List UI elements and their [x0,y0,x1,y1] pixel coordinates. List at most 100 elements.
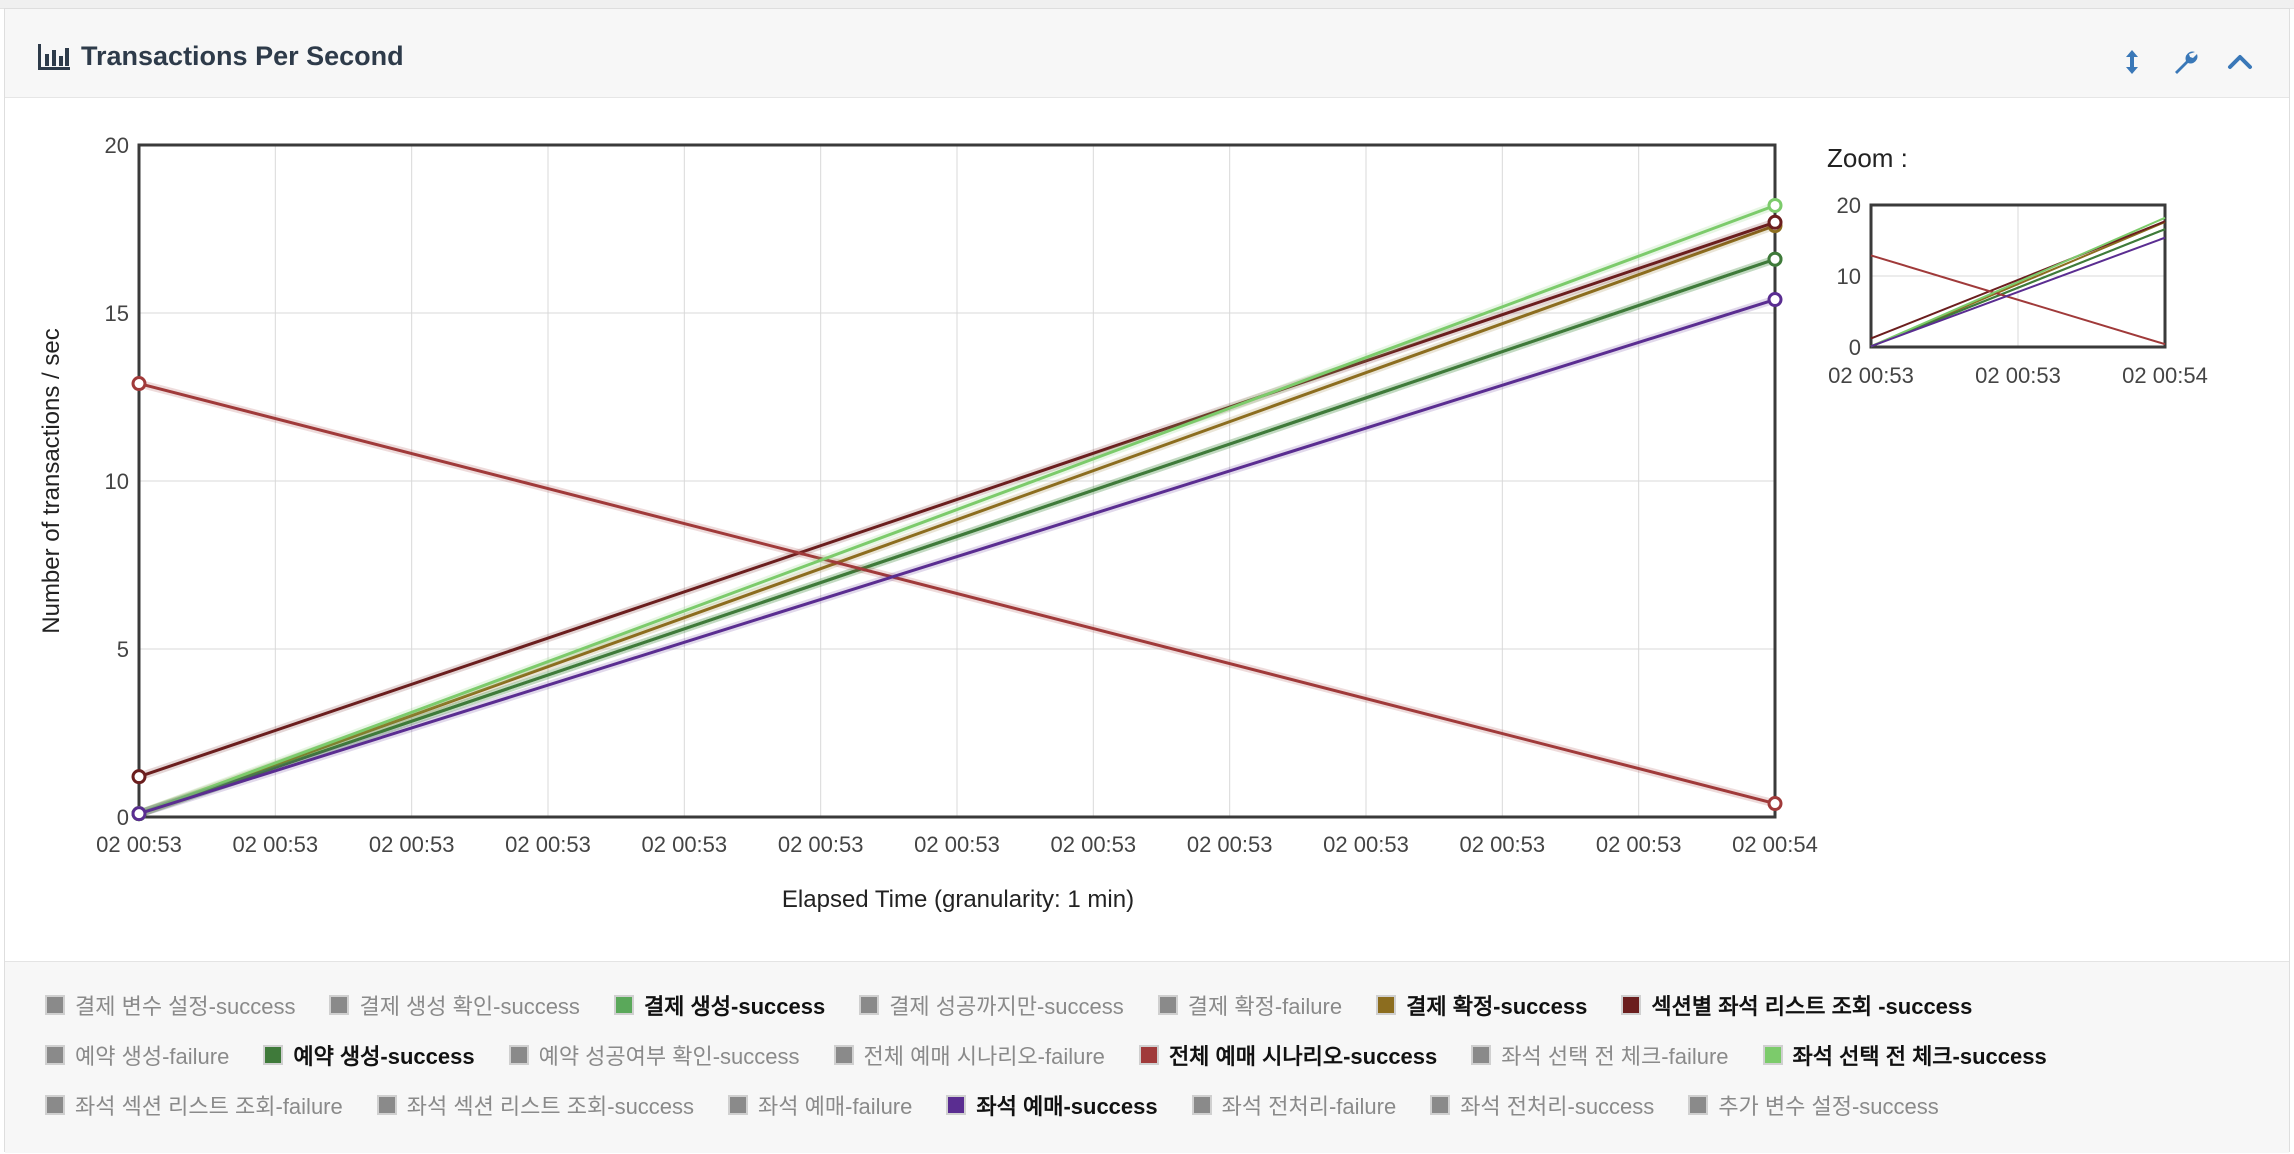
wrench-icon[interactable] [2173,49,2199,75]
legend-label: 좌석 예매-success [976,1094,1158,1119]
legend-item[interactable]: 좌석 선택 전 체크-success [1762,1039,2047,1071]
x-tick-label: 02 00:53 [642,832,728,857]
panel-title: Transactions Per Second [37,41,404,72]
zoom-series-line [1870,236,2166,348]
legend-label: 결제 성공까지만-success [889,994,1124,1019]
x-axis-label: Elapsed Time (granularity: 1 min) [782,886,1134,913]
x-tick-label: 02 00:53 [1323,832,1409,857]
legend-label: 좌석 섹션 리스트 조회-failure [75,1094,343,1119]
y-axis-label: Number of transactions / sec [38,328,65,633]
plot-frame [137,143,1777,819]
legend-item[interactable]: 예약 성공여부 확인-success [508,1039,800,1071]
zoom-y-tick-label: 0 [1849,335,1861,360]
legend-item[interactable]: 전체 예매 시나리오-failure [833,1039,1105,1071]
legend-label: 좌석 전처리-success [1460,1094,1655,1119]
zoom-series-line [1870,254,2166,346]
legend-swatch [1157,995,1178,1015]
legend-item[interactable]: 추가 변수 설정-success [1688,1089,1939,1121]
zoom-x-tick-label: 02 00:54 [2122,363,2208,388]
legend-row: 결제 변수 설정-success 결제 생성 확인-success 결제 생성-su… [45,980,2289,1030]
legend-row: 예약 생성-failure 예약 생성-success 예약 성공여부 확인-suc… [45,1030,2289,1080]
legend-item[interactable]: 전체 예매 시나리오-success [1138,1039,1438,1071]
legend-item[interactable]: 결제 성공까지만-success [859,989,1124,1021]
zoom-series-line [1870,220,2166,340]
legend-item[interactable]: 좌석 전처리-failure [1191,1089,1396,1121]
legend-item[interactable]: 좌석 예매-failure [728,1089,912,1121]
legend-item[interactable]: 좌석 섹션 리스트 조회-failure [45,1089,343,1121]
x-tick-label: 02 00:53 [778,832,864,857]
legend-item[interactable]: 결제 확정-failure [1157,989,1343,1021]
legend-label: 좌석 선택 전 체크-success [1792,1044,2047,1069]
legend-swatch [1430,1095,1451,1115]
legend-swatch [1762,1045,1783,1065]
zoom-title: Zoom : [1827,143,1908,173]
legend-swatch [45,1045,65,1065]
y-tick-label: 15 [105,301,129,326]
legend-item[interactable]: 좌석 섹션 리스트 조회-success [376,1089,695,1121]
data-point [1767,197,1783,213]
zoom-y-tick-label: 10 [1837,264,1861,289]
legend-item[interactable]: 결제 확정-success [1376,989,1587,1021]
series-line [138,224,1776,816]
y-tick-label: 0 [117,805,129,830]
zoom-y-tick-label: 20 [1837,193,1861,218]
legend-item[interactable]: 섹션별 좌석 리스트 조회 -success [1621,989,1972,1021]
y-tick-label: 20 [105,133,129,158]
x-tick-label: 02 00:53 [914,832,1000,857]
legend: 결제 변수 설정-success 결제 생성 확인-success 결제 생성-su… [5,961,2289,1153]
data-point [131,806,147,822]
legend-label: 결제 변수 설정-success [75,994,296,1019]
bar-chart-icon [38,43,70,70]
zoom-frame [1869,203,2167,349]
legend-item[interactable]: 결제 생성-success [613,989,825,1021]
legend-item[interactable]: 좌석 예매-success [946,1089,1158,1121]
series-line [138,204,1776,816]
legend-swatch [728,1095,749,1115]
legend-label: 좌석 섹션 리스트 조회-success [406,1094,695,1119]
x-tick-label: 02 00:53 [505,832,591,857]
zoom-series-line [1870,216,2166,348]
legend-swatch [1688,1095,1709,1115]
series-line [138,257,1776,816]
legend-swatch [1621,995,1642,1015]
legend-swatch [613,995,634,1015]
legend-label: 예약 생성-success [293,1044,475,1069]
panel-header: Transactions Per Second [5,9,2289,98]
zoom-x-tick-label: 02 00:53 [1975,363,2061,388]
legend-label: 전체 예매 시나리오-failure [863,1044,1105,1069]
legend-swatch [329,995,350,1015]
legend-swatch [1376,995,1397,1015]
panel-title-text: Transactions Per Second [81,41,404,71]
legend-item[interactable]: 좌석 전처리-success [1430,1089,1654,1121]
legend-item[interactable]: 예약 생성-failure [45,1039,229,1071]
legend-label: 결제 확정-success [1406,994,1588,1019]
legend-row: 좌석 섹션 리스트 조회-failure 좌석 섹션 리스트 조회-success… [45,1080,2289,1130]
resize-vertical-icon[interactable] [2119,49,2145,75]
tps-chart: 0 5 10 15 20 02 00:53 02 00:53 02 00:53 02 00:53… [38,133,2208,913]
legend-item[interactable]: 예약 생성-success [263,1039,475,1071]
legend-swatch [263,1045,284,1065]
series-line [138,382,1776,806]
legend-label: 섹션별 좌석 리스트 조회 -success [1651,994,1973,1019]
panel-tools [2119,49,2253,75]
legend-item[interactable]: 결제 생성 확인-success [329,989,580,1021]
legend-label: 예약 성공여부 확인-success [538,1044,800,1069]
legend-label: 예약 생성-failure [75,1044,230,1069]
legend-item[interactable]: 좌석 선택 전 체크-failure [1471,1039,1729,1071]
legend-label: 전체 예매 시나리오-success [1168,1044,1438,1069]
x-tick-label: 02 00:53 [233,832,319,857]
x-tick-label: 02 00:54 [1732,832,1818,857]
y-tick-label: 10 [105,469,129,494]
tps-panel: Transactions Per Second 0 5 10 15 20 02 00:53… [4,8,2290,1153]
x-tick-label: 02 00:53 [1187,832,1273,857]
legend-swatch [508,1045,529,1065]
legend-label: 결제 확정-failure [1187,994,1343,1019]
chevron-up-icon[interactable] [2227,49,2253,75]
legend-swatch [45,995,65,1015]
legend-item[interactable]: 결제 변수 설정-success [45,989,295,1021]
legend-swatch [1471,1045,1492,1065]
data-point [1767,292,1783,308]
data-point [131,376,147,392]
legend-swatch [859,995,880,1015]
legend-swatch [376,1095,397,1115]
